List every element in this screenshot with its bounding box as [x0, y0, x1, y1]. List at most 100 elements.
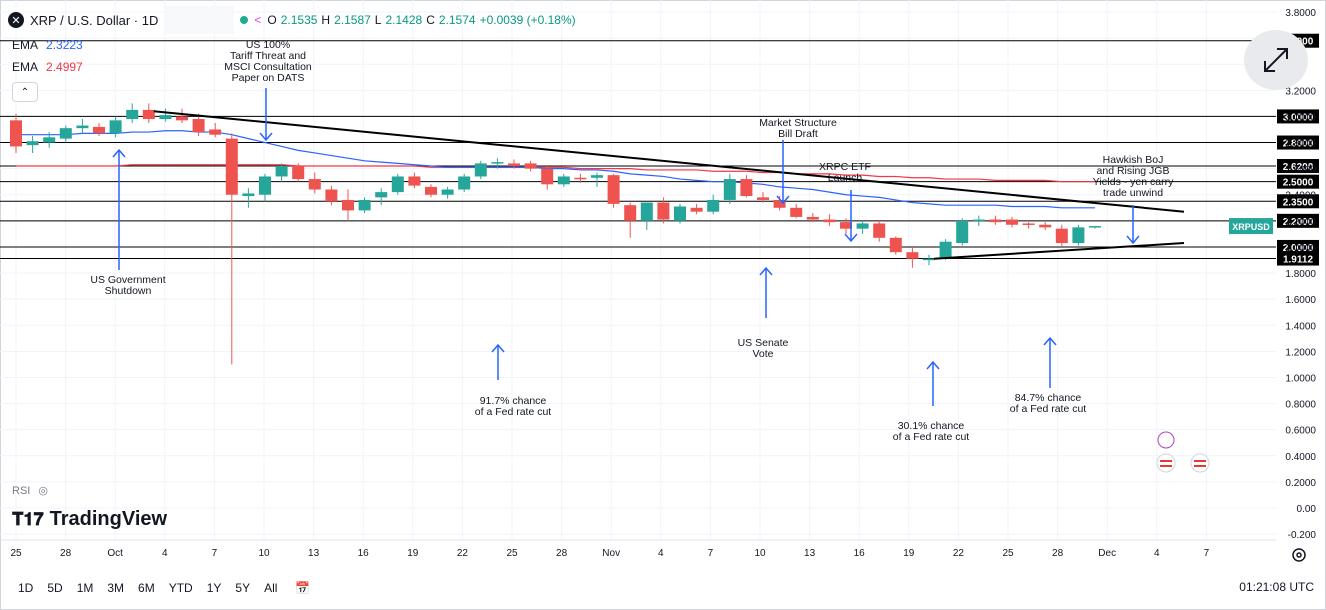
level-label: 2.5000	[1283, 178, 1314, 189]
annotation-text: and Rising JGB	[1097, 165, 1170, 177]
candle-body	[358, 199, 371, 211]
arrow-head	[491, 343, 505, 353]
annotation-text: Launch	[828, 172, 863, 184]
annotation-text: US 100%	[246, 39, 290, 51]
x-tick-label: 28	[556, 548, 568, 559]
range-1y[interactable]: 1Y	[206, 581, 222, 595]
annotation-text: Vote	[752, 348, 773, 360]
ema-slow-legend[interactable]: EMA 2.4997	[12, 60, 83, 74]
candle-body	[43, 137, 56, 143]
candles	[10, 103, 1101, 365]
x-tick-label: 7	[212, 548, 218, 559]
candle-body	[773, 199, 786, 208]
range-1m[interactable]: 1M	[76, 581, 94, 595]
level-badge	[1277, 174, 1319, 189]
level-label: 2.6200	[1283, 162, 1314, 173]
range-3m[interactable]: 3M	[107, 581, 125, 595]
range-5y[interactable]: 5Y	[235, 581, 251, 595]
y-tick-label: 1.8000	[1285, 269, 1316, 280]
x-tick-label: 25	[1002, 548, 1014, 559]
candle-body	[491, 162, 504, 164]
ema-fast-legend[interactable]: EMA 2.3223	[12, 38, 83, 52]
candle-body	[325, 189, 338, 202]
x-tick-label: 13	[804, 548, 816, 559]
annotation-text: of a Fed rate cut	[475, 406, 552, 418]
candle-body	[259, 176, 271, 195]
support-resistance-levels: 3.0000 2.8000 2.6200 2.5000 2.3500 2.2000 2.00…	[0, 33, 1319, 266]
candle-body	[109, 120, 122, 134]
annotation-text: MSCI Consultation	[224, 61, 312, 73]
event-sparkle-icon	[1157, 431, 1175, 449]
annotation-text: Yields - yen carry	[1093, 176, 1174, 188]
arrow-head	[844, 233, 858, 243]
share-icon[interactable]: <	[254, 13, 262, 27]
candle-body	[1022, 223, 1035, 225]
candle-body	[873, 223, 886, 238]
range-1d[interactable]: 1D	[18, 581, 34, 595]
y-tick-label: 2.8000	[1285, 139, 1316, 150]
candle-body	[657, 202, 670, 220]
level-badge	[1277, 239, 1319, 254]
x-tick-label: 19	[407, 548, 419, 559]
candle-body	[574, 177, 587, 180]
candle-body	[923, 258, 935, 261]
level-label: 3.0000	[1283, 112, 1314, 123]
range-5d[interactable]: 5D	[47, 581, 63, 595]
arrow-head	[759, 266, 773, 276]
x-tick-label: 13	[308, 548, 320, 559]
annotation-text: US Senate	[738, 337, 789, 349]
annotation-text: Shutdown	[105, 285, 152, 297]
candle-body	[806, 216, 819, 220]
x-tick-label: 7	[708, 548, 714, 559]
expand-icon	[1264, 48, 1288, 72]
candle-body	[972, 219, 985, 222]
candle-body	[524, 163, 537, 169]
us-flag-stripe	[1160, 460, 1172, 462]
annotation-text: Market Structure	[759, 117, 837, 129]
x-tick-label: 16	[358, 548, 370, 559]
x-tick-label: 4	[162, 548, 168, 559]
arrow-head	[776, 195, 790, 205]
candle-body	[889, 237, 902, 253]
trend-lines	[153, 110, 1185, 260]
range-6m[interactable]: 6M	[138, 581, 155, 595]
eye-hidden-icon[interactable]: ◎	[38, 485, 48, 497]
collapse-legend-button[interactable]: ⌃	[12, 82, 38, 102]
settings-icon[interactable]	[1290, 546, 1308, 564]
arrow-head	[1126, 235, 1140, 245]
level-badge	[1277, 194, 1319, 209]
level-badge	[1277, 251, 1319, 266]
annotation-text: US Government	[90, 274, 165, 286]
candle-body	[989, 219, 1002, 223]
annotation-text: 30.1% chance	[898, 420, 965, 432]
candle-body	[956, 220, 969, 244]
candle-body	[408, 176, 421, 186]
level-label: 2.0000	[1283, 243, 1314, 254]
candle-body	[690, 207, 703, 212]
fullscreen-button[interactable]	[1244, 30, 1308, 90]
utc-clock[interactable]: 01:21:08 UTC	[1239, 580, 1314, 594]
x-tick-label: 22	[457, 548, 469, 559]
y-tick-label: 0.00	[1297, 504, 1317, 515]
rsi-indicator[interactable]: RSI ◎	[12, 484, 48, 498]
candle-body	[126, 109, 139, 120]
y-tick-label: 0.6000	[1285, 426, 1316, 437]
x-tick-label: 4	[1154, 548, 1160, 559]
y-tick-label: 1.6000	[1285, 295, 1316, 306]
x-tick-label: 19	[903, 548, 915, 559]
candle-body	[441, 189, 454, 195]
current-price-badge	[1229, 218, 1273, 235]
candle-body	[26, 141, 39, 146]
candle-body	[624, 205, 637, 221]
symbol-title[interactable]: XRP / U.S. Dollar · 1D	[30, 12, 159, 28]
date-range-icon[interactable]: 📅	[295, 581, 311, 595]
annotation-text: Tariff Threat and	[230, 50, 306, 62]
candle-body	[176, 116, 188, 121]
candle-body	[707, 199, 720, 212]
x-tick-label: 25	[10, 548, 22, 559]
range-all[interactable]: All	[264, 581, 278, 595]
range-ytd[interactable]: YTD	[168, 581, 193, 595]
y-tick-label: 1.0000	[1285, 373, 1316, 384]
bottom-toolbar: 1D 5D 1M 3M 6M YTD 1Y 5Y All 📅	[0, 568, 1326, 608]
